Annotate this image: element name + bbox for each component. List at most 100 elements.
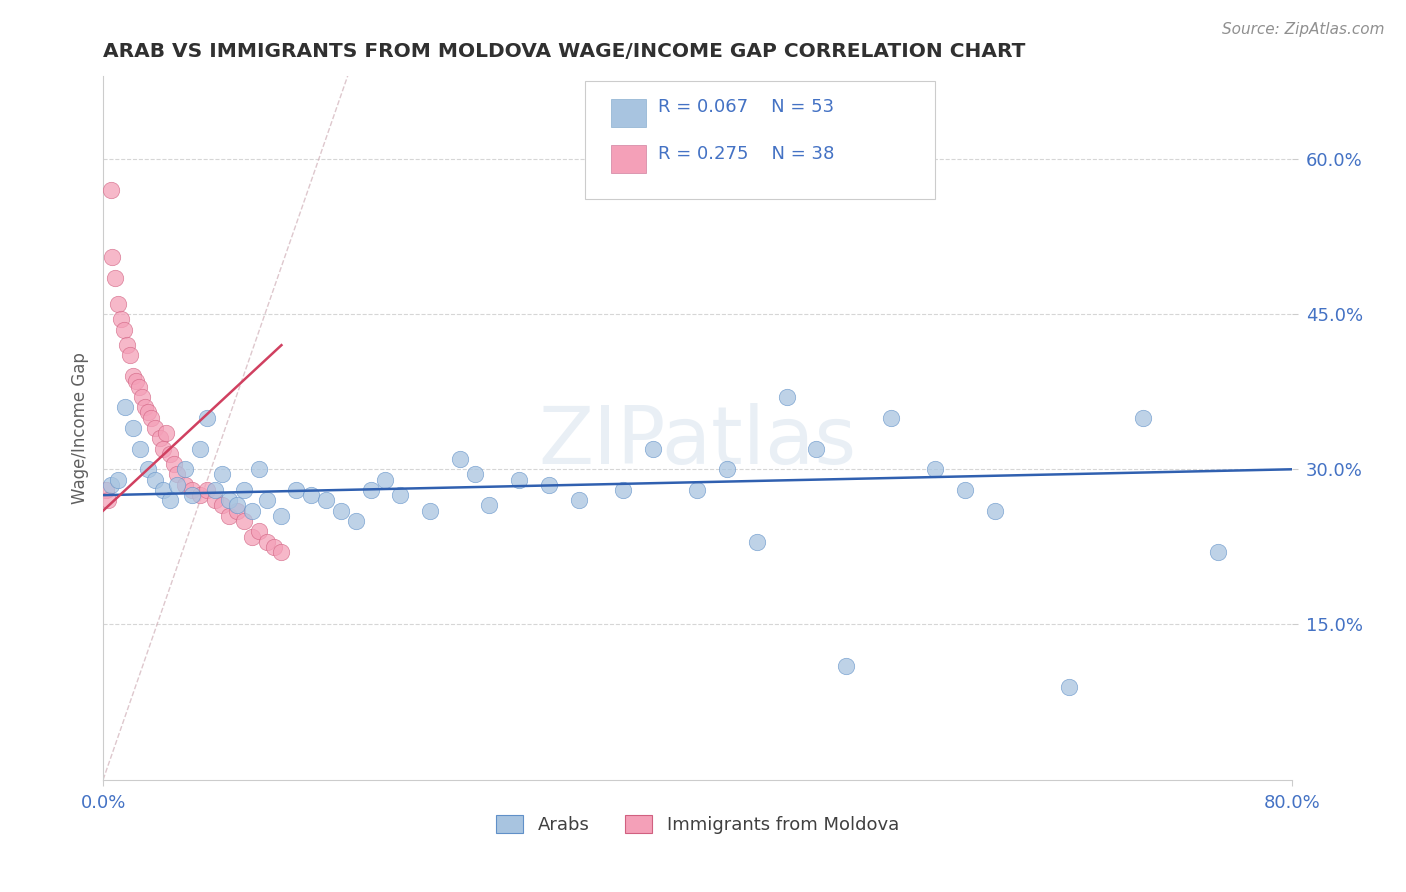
Text: ARAB VS IMMIGRANTS FROM MOLDOVA WAGE/INCOME GAP CORRELATION CHART: ARAB VS IMMIGRANTS FROM MOLDOVA WAGE/INC…	[103, 42, 1025, 61]
Point	[879, 410, 901, 425]
Point	[97, 493, 120, 508]
Point	[101, 250, 124, 264]
Point	[612, 483, 634, 497]
Point	[211, 467, 233, 482]
Point	[159, 447, 181, 461]
Point	[419, 503, 441, 517]
Point	[247, 462, 270, 476]
Point	[478, 499, 501, 513]
Point	[118, 349, 141, 363]
Point	[107, 297, 129, 311]
Point	[775, 390, 797, 404]
Point	[983, 503, 1005, 517]
Point	[128, 379, 150, 393]
Point	[163, 457, 186, 471]
Point	[166, 467, 188, 482]
Point	[389, 488, 412, 502]
Legend: Arabs, Immigrants from Moldova: Arabs, Immigrants from Moldova	[496, 814, 900, 834]
Point	[152, 442, 174, 456]
Point	[159, 493, 181, 508]
Point	[134, 401, 156, 415]
Point	[129, 442, 152, 456]
Point	[188, 442, 211, 456]
Point	[136, 405, 159, 419]
Point	[806, 442, 828, 456]
Point	[256, 493, 278, 508]
Point	[240, 503, 263, 517]
Point	[100, 477, 122, 491]
Point	[195, 483, 218, 497]
Point	[143, 473, 166, 487]
Text: R = 0.275    N = 38: R = 0.275 N = 38	[658, 145, 835, 162]
Point	[247, 524, 270, 539]
Point	[131, 390, 153, 404]
Point	[115, 338, 138, 352]
Point	[218, 508, 240, 523]
Point	[745, 534, 768, 549]
Point	[256, 534, 278, 549]
Point	[315, 493, 337, 508]
Point	[1132, 410, 1154, 425]
Point	[181, 483, 204, 497]
Point	[107, 473, 129, 487]
Point	[240, 529, 263, 543]
Point	[181, 488, 204, 502]
Point	[166, 477, 188, 491]
Point	[155, 426, 177, 441]
Point	[374, 473, 396, 487]
Point	[537, 477, 560, 491]
Point	[204, 493, 226, 508]
Point	[953, 483, 976, 497]
Y-axis label: Wage/Income Gap: Wage/Income Gap	[72, 352, 89, 504]
Point	[149, 431, 172, 445]
Point	[211, 499, 233, 513]
Point	[110, 312, 132, 326]
Point	[121, 421, 143, 435]
Point	[114, 401, 136, 415]
Point	[104, 271, 127, 285]
Point	[233, 483, 256, 497]
Point	[188, 488, 211, 502]
Point	[218, 493, 240, 508]
FancyBboxPatch shape	[585, 81, 935, 199]
Point	[139, 410, 162, 425]
Point	[173, 477, 195, 491]
Point	[449, 452, 471, 467]
Point	[344, 514, 367, 528]
Point	[1206, 545, 1229, 559]
Text: R = 0.067    N = 53: R = 0.067 N = 53	[658, 98, 834, 116]
Point	[94, 483, 117, 497]
Text: Source: ZipAtlas.com: Source: ZipAtlas.com	[1222, 22, 1385, 37]
Point	[464, 467, 486, 482]
Point	[173, 462, 195, 476]
Point	[112, 323, 135, 337]
Point	[195, 410, 218, 425]
Point	[100, 183, 122, 197]
Point	[136, 462, 159, 476]
Point	[299, 488, 322, 502]
Point	[285, 483, 308, 497]
Point	[121, 369, 143, 384]
Point	[263, 540, 285, 554]
Point	[329, 503, 352, 517]
Point	[225, 499, 247, 513]
Point	[225, 503, 247, 517]
Point	[152, 483, 174, 497]
Point	[233, 514, 256, 528]
Point	[835, 658, 858, 673]
FancyBboxPatch shape	[610, 145, 647, 173]
Point	[270, 508, 292, 523]
Text: ZIPatlas: ZIPatlas	[538, 403, 856, 481]
Point	[204, 483, 226, 497]
Point	[508, 473, 530, 487]
Point	[1057, 680, 1080, 694]
Point	[641, 442, 664, 456]
Point	[125, 375, 148, 389]
Point	[716, 462, 738, 476]
Point	[924, 462, 946, 476]
FancyBboxPatch shape	[610, 99, 647, 127]
Point	[568, 493, 591, 508]
Point	[143, 421, 166, 435]
Point	[270, 545, 292, 559]
Point	[360, 483, 382, 497]
